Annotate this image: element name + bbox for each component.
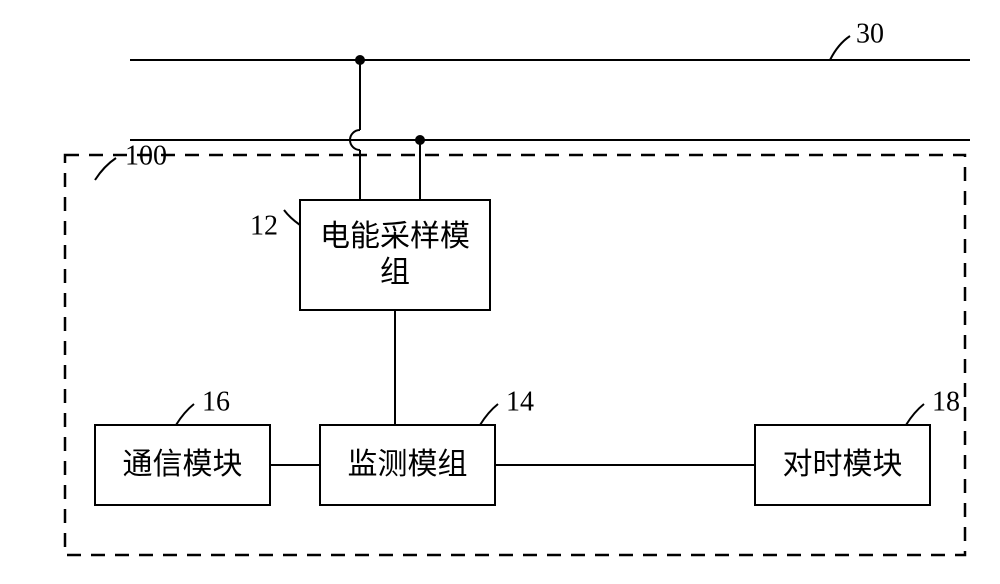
junction-dot-bottom xyxy=(415,135,425,145)
ref-18-leader xyxy=(906,404,924,425)
ref-30-number: 30 xyxy=(856,18,884,49)
junction-dot-top xyxy=(355,55,365,65)
ref-12-leader xyxy=(284,210,300,225)
ref-100-number: 100 xyxy=(125,140,167,171)
ref-14-leader xyxy=(480,404,498,425)
ref-30-leader xyxy=(830,36,850,60)
monitor-label: 监测模组 xyxy=(348,448,468,481)
sampling-label-l2: 组 xyxy=(380,256,410,289)
ref-100-leader xyxy=(95,158,116,180)
ref-16-number: 16 xyxy=(202,386,230,417)
ref-16-leader xyxy=(176,404,194,425)
sampling-label-l1: 电能采样模 xyxy=(320,220,470,253)
ref-12-number: 12 xyxy=(250,210,278,241)
ref-18-number: 18 xyxy=(932,386,960,417)
comm-label: 通信模块 xyxy=(123,448,243,481)
ref-14-number: 14 xyxy=(506,386,534,417)
time-label: 对时模块 xyxy=(783,448,903,481)
